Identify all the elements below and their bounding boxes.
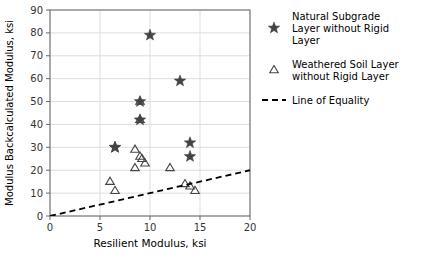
- plot-background: [50, 10, 250, 216]
- point: [106, 177, 115, 184]
- tick: [46, 78, 50, 79]
- series: [109, 29, 195, 161]
- tick: [100, 216, 101, 220]
- point: [131, 163, 140, 170]
- point: [134, 114, 145, 125]
- series: [106, 97, 200, 193]
- grid-line: [50, 78, 250, 79]
- point: [109, 141, 120, 152]
- tick: [150, 216, 151, 220]
- legend-swatch: [270, 66, 279, 73]
- tick-label: 90: [30, 5, 43, 16]
- tick: [46, 216, 50, 217]
- tick: [46, 170, 50, 171]
- tick: [46, 124, 50, 125]
- legend-entry: Line of Equality: [292, 95, 369, 106]
- tick-label: 20: [30, 165, 43, 176]
- grid-line: [50, 124, 250, 125]
- tick: [46, 193, 50, 194]
- legend-entry: Natural SubgradeLayer without RigidLayer: [292, 11, 389, 46]
- plot-frame: [50, 10, 250, 216]
- tick-label: 5: [97, 222, 103, 233]
- tick-label: 80: [30, 27, 43, 38]
- grid-line: [50, 170, 250, 171]
- tick-label: 10: [30, 188, 43, 199]
- line: [50, 170, 250, 216]
- tick-label: 15: [194, 222, 207, 233]
- point: [166, 163, 175, 170]
- tick: [46, 55, 50, 56]
- point: [136, 115, 145, 122]
- chart: 0 5 10 15 20 0 10 20 30 40 50 60 70 80 90 Resilient Mod…: [0, 0, 434, 261]
- tick-label: 20: [244, 222, 257, 233]
- tick: [250, 216, 251, 220]
- tick: [46, 147, 50, 148]
- point: [136, 97, 145, 104]
- point: [141, 159, 150, 166]
- tick: [200, 216, 201, 220]
- tick-label: 0: [37, 211, 43, 222]
- tick: [46, 101, 50, 102]
- point: [111, 186, 120, 193]
- point: [131, 145, 140, 152]
- tick-label: 30: [30, 142, 43, 153]
- point: [144, 29, 155, 40]
- legend-entry: Weathered Soil Layerwithout Rigid Layer: [292, 59, 400, 82]
- point: [191, 186, 200, 193]
- grid-line: [100, 10, 101, 216]
- tick-label: 70: [30, 50, 43, 61]
- point: [109, 141, 120, 152]
- x-axis-label: Resilient Modulus, ksi: [93, 237, 206, 249]
- point: [184, 137, 195, 148]
- tick: [46, 10, 50, 11]
- grid: [50, 10, 250, 216]
- legend-swatch: [262, 99, 286, 101]
- grid-line: [50, 147, 250, 148]
- grid-line: [50, 55, 250, 56]
- tick-label: 40: [30, 119, 43, 130]
- grid-line: [50, 101, 250, 102]
- tick: [50, 216, 51, 220]
- tick-label: 10: [144, 222, 157, 233]
- tick-label: 0: [47, 222, 53, 233]
- point: [184, 150, 195, 161]
- legend: Natural SubgradeLayer without RigidLayer…: [262, 11, 400, 106]
- point: [174, 75, 185, 86]
- grid-line: [200, 10, 201, 216]
- tick: [46, 32, 50, 33]
- grid-line: [150, 10, 151, 216]
- tick-label: 60: [30, 73, 43, 84]
- y-axis-label: Modulus Backcalculated Modulus, ksi: [4, 20, 15, 206]
- point: [134, 96, 145, 107]
- data-area: [50, 29, 250, 216]
- tick-label: 50: [30, 96, 43, 107]
- legend-swatch: [268, 22, 279, 33]
